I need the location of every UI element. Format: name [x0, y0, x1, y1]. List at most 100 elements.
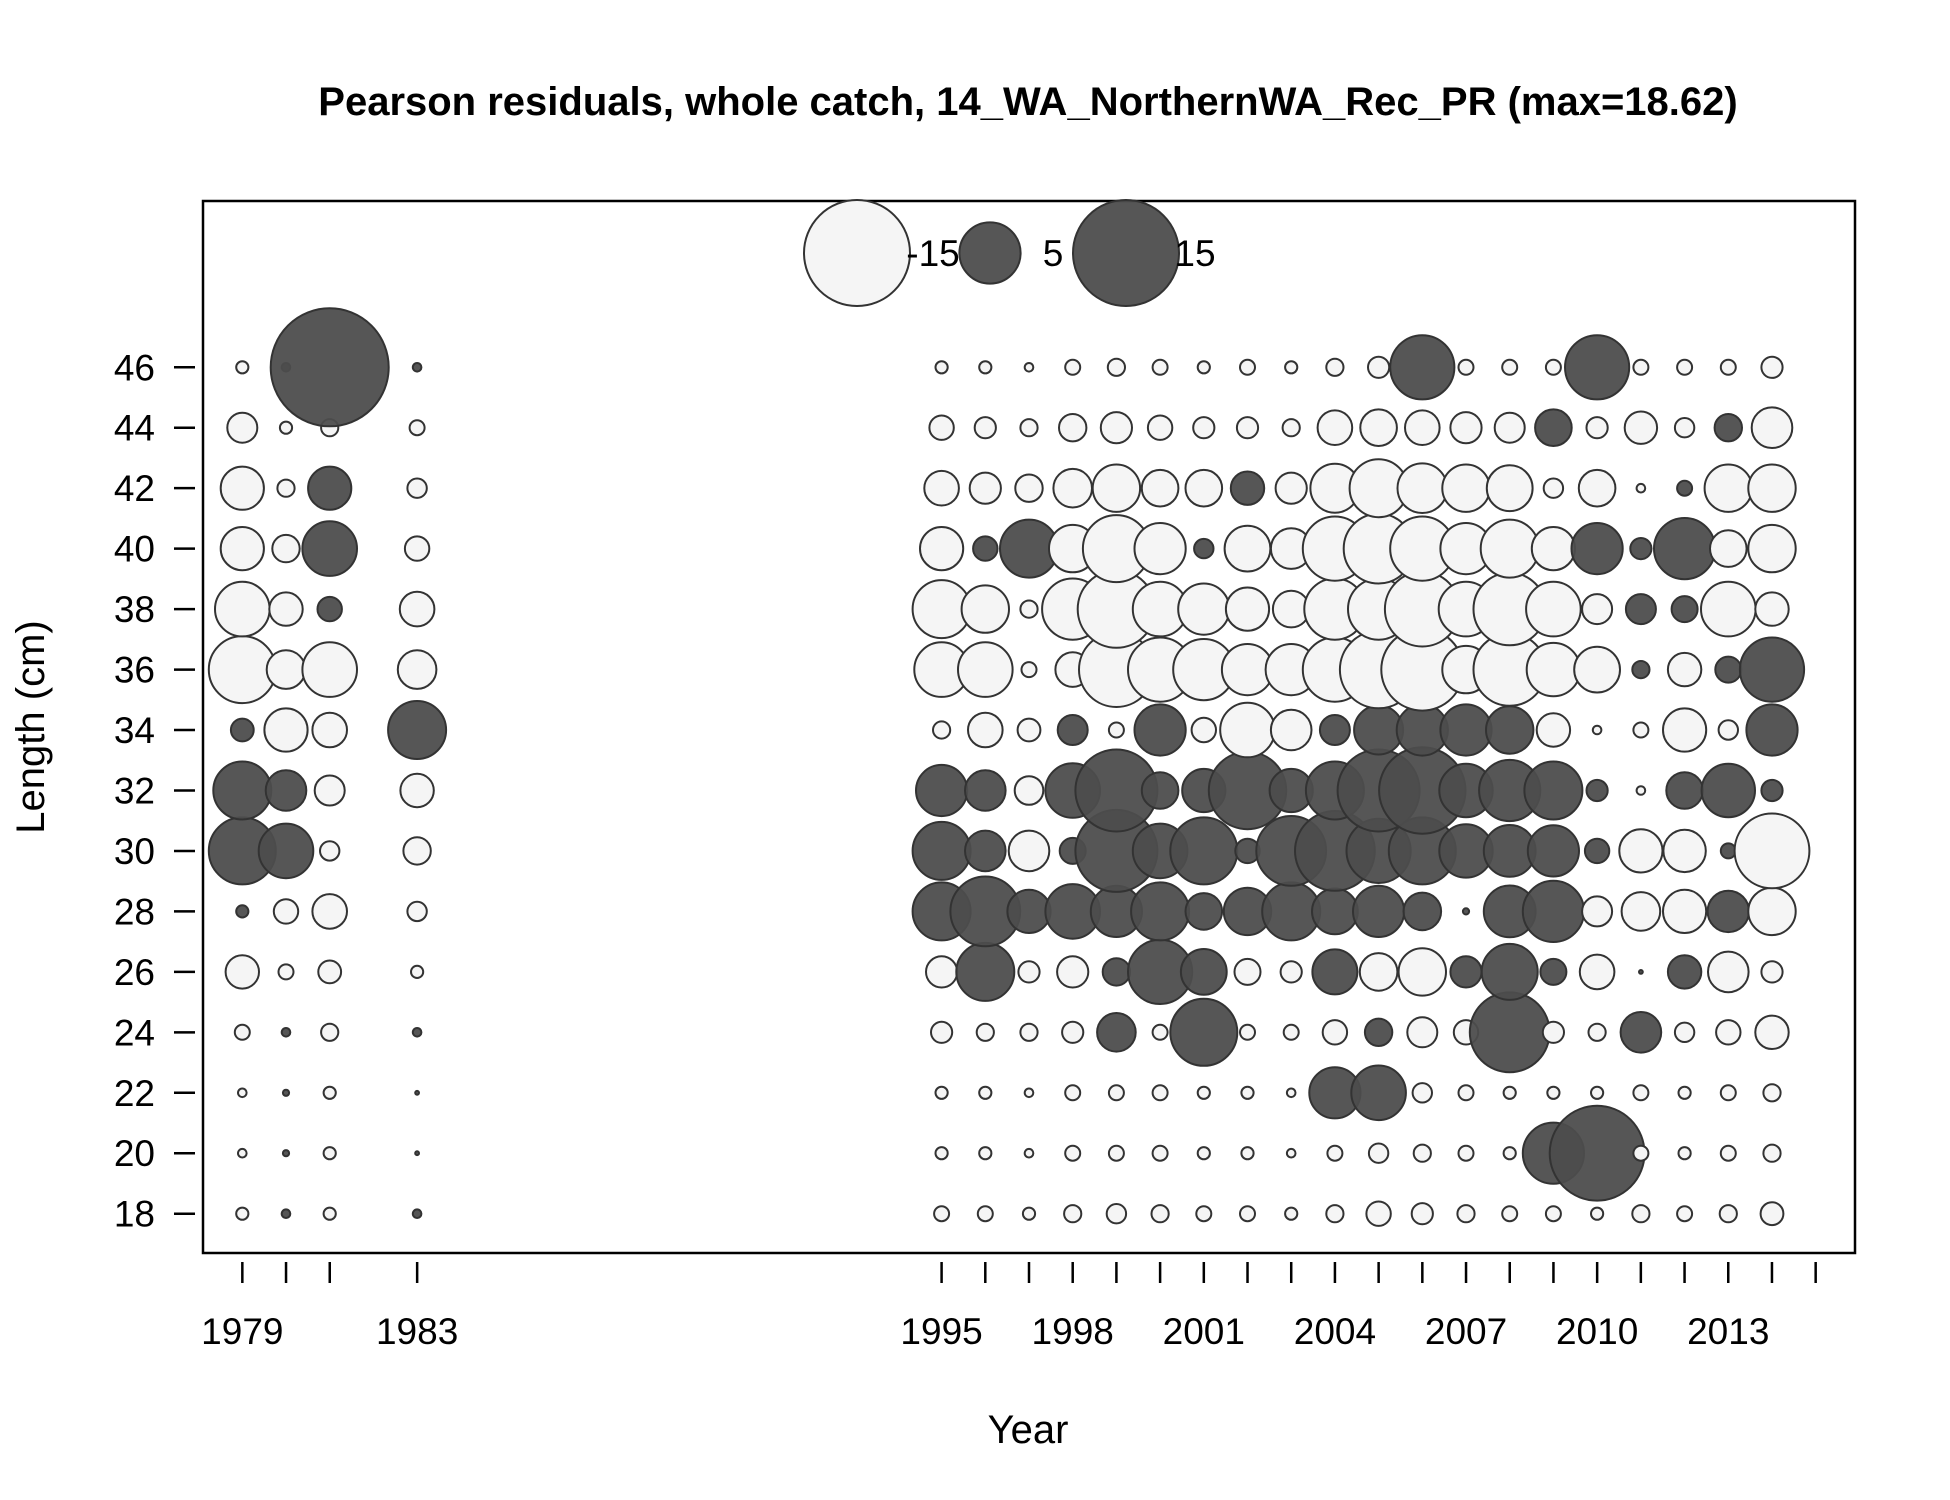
bubble-2014-44: [1750, 406, 1794, 450]
bubble-2003-20: [1285, 1147, 1297, 1159]
bubble-1999-22: [1107, 1084, 1125, 1102]
x-tick-label: 2004: [1294, 1311, 1376, 1352]
bubble-2014-40: [1747, 523, 1797, 574]
bubble-1999-20: [1107, 1144, 1125, 1162]
bubble-1999-46: [1106, 357, 1127, 377]
bubble-2013-38: [1700, 580, 1757, 638]
bubble-1979-24: [233, 1023, 251, 1041]
bubble-2002-42: [1229, 470, 1266, 506]
y-tick-label: 24: [114, 1012, 155, 1053]
bubble-2000-28: [1130, 881, 1191, 942]
bubble-2005-26: [1358, 952, 1399, 992]
bubble-2007-42: [1441, 463, 1491, 513]
bubble-2009-22: [1546, 1085, 1561, 1100]
bubble-2013-26: [1707, 950, 1750, 994]
bubble-2003-24: [1282, 1023, 1300, 1041]
bubble-1996-46: [978, 360, 993, 375]
bubble-2007-26: [1449, 955, 1483, 989]
chart-title: Pearson residuals, whole catch, 14_WA_No…: [318, 80, 1737, 124]
bubble-2010-38: [1581, 593, 1614, 626]
bubble-1999-42: [1091, 463, 1142, 513]
bubble-1995-18: [933, 1205, 951, 1223]
bubble-2002-44: [1235, 416, 1260, 440]
bubble-2012-40: [1653, 517, 1717, 581]
bubble-2011-30: [1618, 828, 1664, 874]
bubble-2013-28: [1706, 889, 1751, 934]
bubble-1980-36: [265, 649, 307, 690]
x-tick-label: 2007: [1425, 1311, 1507, 1352]
bubble-2014-20: [1762, 1143, 1782, 1163]
bubble-2008-46: [1501, 358, 1519, 376]
bubble-2010-44: [1585, 416, 1609, 440]
bubble-1980-26: [277, 963, 295, 981]
bubble-2013-32: [1700, 762, 1757, 819]
bubble-series: [207, 307, 1811, 1227]
bubble-2001-34: [1190, 716, 1218, 744]
y-tick-label: 40: [114, 529, 155, 570]
bubble-2012-42: [1676, 479, 1694, 497]
bubble-2009-46: [1544, 358, 1562, 376]
bubble-1983-18: [411, 1208, 423, 1219]
bubble-1981-18: [322, 1206, 337, 1221]
bubble-1997-32: [1013, 775, 1045, 806]
bubble-2007-20: [1457, 1144, 1475, 1162]
bubble-2011-46: [1632, 358, 1650, 376]
bubble-2009-44: [1534, 408, 1573, 448]
legend-label: -15: [906, 233, 959, 274]
bubble-2003-18: [1284, 1206, 1299, 1221]
bubble-1983-22: [414, 1089, 421, 1096]
bubble-1997-20: [1023, 1147, 1035, 1159]
y-tick-label: 36: [114, 650, 155, 691]
bubble-2011-28: [1620, 891, 1662, 932]
bubble-1997-18: [1021, 1206, 1037, 1221]
bubble-1980-22: [281, 1088, 291, 1097]
bubble-2008-24: [1468, 991, 1551, 1074]
bubble-1995-40: [919, 526, 965, 572]
bubble-2010-34: [1591, 724, 1603, 736]
bubble-1998-22: [1064, 1084, 1082, 1102]
bubble-2012-26: [1666, 954, 1703, 990]
bubble-2009-30: [1526, 824, 1581, 878]
bubble-2012-44: [1673, 417, 1696, 439]
bubble-2004-20: [1326, 1144, 1344, 1162]
legend-label: 15: [1174, 233, 1215, 274]
bubble-2012-46: [1676, 358, 1694, 376]
y-tick-label: 22: [114, 1073, 155, 1114]
bubble-2013-44: [1713, 413, 1744, 443]
bubble-2009-26: [1539, 957, 1568, 986]
bubble-2001-18: [1195, 1205, 1213, 1223]
bubble-2009-18: [1544, 1205, 1562, 1223]
bubble-2012-30: [1662, 828, 1707, 874]
bubble-1980-42: [276, 478, 296, 498]
bubble-2010-18: [1590, 1206, 1605, 1221]
bubble-1981-24: [320, 1022, 340, 1042]
bubble-1998-42: [1052, 467, 1093, 509]
bubble-2009-24: [1541, 1020, 1566, 1044]
bubble-2005-28: [1352, 884, 1406, 939]
bubble-2008-34: [1485, 705, 1535, 755]
bubble-2007-46: [1457, 358, 1475, 376]
bubble-2013-20: [1719, 1144, 1737, 1162]
bubble-2001-46: [1196, 360, 1211, 375]
bubble-2002-22: [1240, 1085, 1255, 1100]
bubble-2005-46: [1367, 355, 1391, 379]
bubble-2002-18: [1239, 1205, 1256, 1223]
bubble-2002-46: [1239, 358, 1256, 376]
bubble-1996-18: [976, 1205, 994, 1223]
bubble-1981-22: [322, 1085, 337, 1100]
bubble-2003-44: [1281, 418, 1301, 438]
legend: -15 5 15: [803, 199, 1216, 307]
plot-frame: [201, 199, 1857, 1255]
bubble-2012-22: [1677, 1085, 1692, 1100]
bubble-1983-44: [408, 419, 426, 437]
bubble-1981-38: [316, 595, 343, 623]
bubble-1980-34: [263, 707, 309, 753]
bubble-2005-22: [1350, 1064, 1407, 1122]
bubble-1997-44: [1019, 418, 1039, 438]
bubble-2010-24: [1587, 1022, 1607, 1042]
bubble-1995-30: [911, 820, 972, 881]
bubble-2001-40: [1193, 537, 1215, 560]
bubble-2009-28: [1521, 879, 1586, 944]
bubble-1996-38: [960, 584, 1010, 634]
